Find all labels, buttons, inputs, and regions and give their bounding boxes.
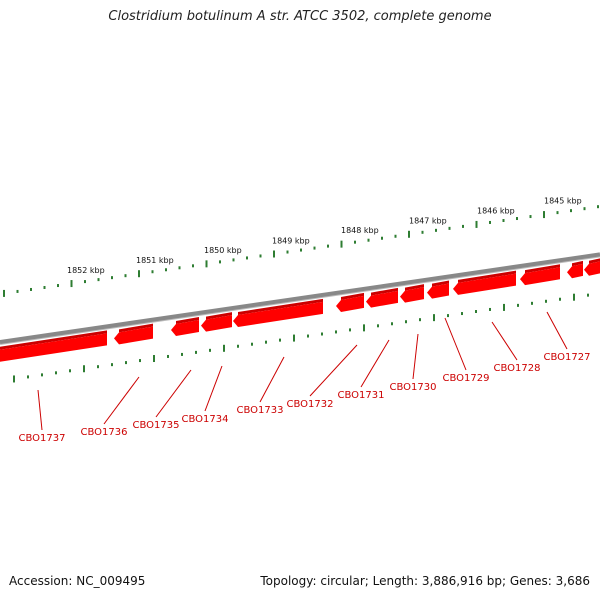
gene-arrow-shade (0, 330, 107, 350)
gene-arrow-shade (432, 280, 449, 287)
gene-label: CBO1734 (182, 414, 229, 425)
gene-leader-line (155, 369, 192, 418)
gene-label: CBO1728 (494, 363, 541, 374)
kbp-label: 1849 kbp (272, 236, 310, 245)
gene-label: CBO1731 (338, 390, 385, 401)
gene-leader-line (360, 339, 390, 388)
gene-arrow (114, 326, 153, 345)
gene-leader-line (412, 333, 419, 380)
kbp-label: 1852 kbp (67, 266, 105, 275)
gene-arrow (520, 267, 560, 286)
gene-label: CBO1735 (133, 420, 180, 431)
gene-arrow (233, 301, 323, 327)
gene-arrow (567, 263, 583, 279)
gene-arrow-shade (458, 270, 516, 283)
gene-arrow-shade (341, 292, 364, 300)
gene-arrow-shade (525, 264, 560, 274)
gene-arrow (584, 261, 600, 276)
gene-arrow-shade (405, 284, 424, 291)
gene-label: CBO1737 (19, 433, 66, 444)
gene-arrow (453, 273, 516, 295)
gene-arrow-shade (206, 312, 232, 320)
gene-arrow (427, 283, 449, 299)
gene-label: CBO1729 (443, 373, 490, 384)
gene-label: CBO1732 (287, 399, 334, 410)
kbp-label: 1850 kbp (204, 246, 242, 255)
gene-arrow (366, 290, 398, 308)
gene-leader-line (309, 344, 358, 397)
accession-text: Accession: NC_009495 (9, 574, 146, 588)
map-title: Clostridium botulinum A str. ATCC 3502, … (108, 9, 492, 24)
gene-label: CBO1730 (390, 382, 437, 393)
gene-track (0, 258, 600, 362)
inner-tick-track (13, 293, 589, 383)
gene-label: CBO1733 (237, 405, 284, 416)
gene-arrow-shade (572, 260, 583, 267)
kbp-label: 1846 kbp (477, 206, 515, 215)
kbp-label: 1848 kbp (341, 226, 379, 235)
kbp-label: 1851 kbp (136, 256, 174, 265)
kbp-label: 1847 kbp (409, 216, 447, 225)
gene-leader-line (204, 365, 223, 412)
outer-tick-track (3, 205, 599, 297)
gene-arrow (336, 295, 364, 312)
gene-label: CBO1736 (81, 427, 128, 438)
gene-arrow (400, 287, 424, 303)
gene-arrow-shade (371, 287, 398, 296)
gene-label: CBO1727 (544, 352, 591, 363)
gene-arrow (171, 319, 199, 337)
gene-leader-line (491, 321, 518, 361)
kbp-label-group: 1845 kbp 1846 kbp 1847 kbp 1848 kbp 1849 kbp… (67, 197, 582, 276)
gene-arrow (0, 333, 107, 362)
gene-leader-line (103, 376, 140, 425)
genome-backbone (0, 252, 600, 345)
gene-arrow-shade (238, 298, 323, 315)
label-leaders (37, 311, 568, 431)
gene-arrow-shade (176, 316, 199, 325)
gene-leader-line (546, 311, 568, 350)
gene-leader-line (37, 389, 43, 431)
genome-stats-text: Topology: circular; Length: 3,886,916 bp… (260, 574, 590, 588)
gene-arrow-shade (589, 258, 600, 264)
gene-leader-line (444, 317, 467, 371)
backbone-line (0, 252, 600, 344)
gene-arrow-shade (119, 323, 153, 333)
kbp-label: 1845 kbp (544, 197, 582, 206)
gene-leader-line (259, 356, 285, 403)
gene-arrow (201, 315, 232, 332)
